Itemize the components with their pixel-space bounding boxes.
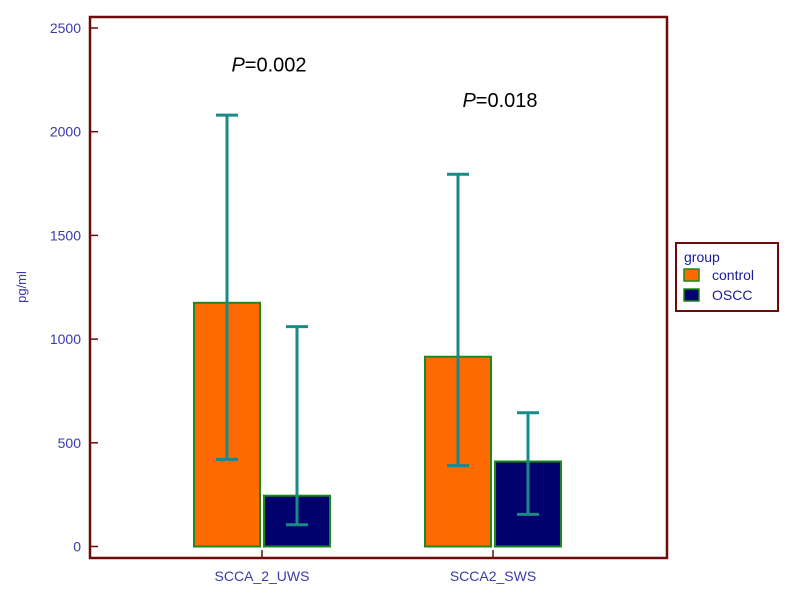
y-tick-label: 1500 bbox=[50, 227, 81, 243]
legend-swatch-oscc bbox=[683, 288, 700, 302]
legend-label-oscc: OSCC bbox=[712, 287, 752, 303]
p-value-annotation: P=0.018 bbox=[462, 90, 537, 112]
p-value-text: =0.018 bbox=[476, 90, 538, 112]
p-value-symbol: P bbox=[231, 55, 245, 77]
x-axis: SCCA_2_UWS SCCA2_SWS bbox=[215, 550, 536, 584]
y-tick-label: 500 bbox=[58, 435, 82, 451]
y-tick-label: 1000 bbox=[50, 331, 81, 347]
y-tick-label: 0 bbox=[73, 539, 81, 555]
x-tick-label: SCCA_2_UWS bbox=[215, 568, 310, 584]
error-bar bbox=[216, 113, 238, 461]
legend-title: group bbox=[684, 249, 720, 265]
y-tick-label: 2500 bbox=[50, 20, 81, 36]
y-axis-title: pg/ml bbox=[14, 271, 29, 303]
p-value-annotation: P=0.002 bbox=[231, 55, 306, 77]
bars bbox=[193, 301, 562, 548]
p-value-text: =0.002 bbox=[245, 55, 307, 77]
error-bar bbox=[517, 411, 539, 516]
y-axis: 0 500 1000 1500 2000 2500 bbox=[50, 20, 98, 555]
y-tick-label: 2000 bbox=[50, 124, 81, 140]
x-tick-label: SCCA2_SWS bbox=[450, 568, 536, 584]
error-bar bbox=[447, 172, 469, 468]
legend: group control OSCC bbox=[675, 242, 779, 312]
plot-frame bbox=[88, 15, 669, 560]
error-bar bbox=[286, 325, 308, 527]
p-value-symbol: P bbox=[462, 90, 476, 112]
error-bars bbox=[216, 113, 539, 527]
legend-swatch-control bbox=[683, 268, 700, 282]
legend-label-control: control bbox=[712, 267, 754, 283]
